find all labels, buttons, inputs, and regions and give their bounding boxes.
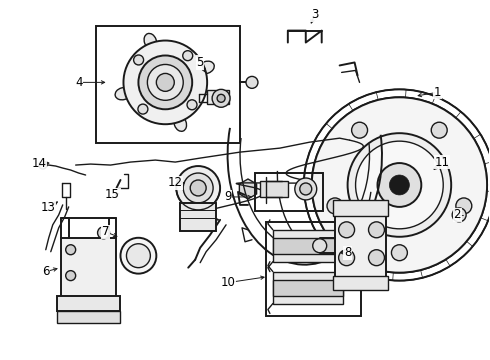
Circle shape [431,122,447,138]
Polygon shape [239,179,257,199]
Bar [57,296,121,311]
Circle shape [126,244,150,268]
Circle shape [392,245,407,261]
Circle shape [212,89,230,107]
Circle shape [66,245,75,255]
Circle shape [368,222,385,238]
Bar [273,272,343,303]
Text: 8: 8 [344,246,351,259]
Circle shape [134,55,144,65]
Ellipse shape [407,148,413,158]
Ellipse shape [386,148,392,158]
Text: 6: 6 [42,265,49,278]
Circle shape [121,238,156,274]
Ellipse shape [428,183,438,188]
Bar [273,280,343,296]
Circle shape [190,180,206,196]
Circle shape [452,208,466,222]
Ellipse shape [361,183,370,188]
Ellipse shape [115,87,131,100]
Ellipse shape [368,162,376,168]
Circle shape [456,198,472,214]
Circle shape [66,271,75,280]
Ellipse shape [174,116,187,131]
Circle shape [123,41,207,124]
Bar [273,230,343,262]
Circle shape [176,166,220,210]
Text: 13: 13 [40,201,55,215]
Circle shape [295,178,317,200]
Circle shape [339,222,355,238]
Circle shape [312,97,487,273]
Circle shape [156,73,174,91]
Bar [335,213,387,278]
Circle shape [327,198,343,214]
Circle shape [183,51,193,60]
Bar [273,238,343,254]
Circle shape [187,100,197,110]
Text: 2: 2 [453,208,461,221]
Text: 7: 7 [102,225,109,238]
Circle shape [138,104,148,114]
Ellipse shape [368,201,376,208]
Bar [180,203,216,231]
Circle shape [347,133,451,237]
Bar [333,276,389,289]
Text: 5: 5 [196,56,204,69]
Circle shape [183,173,213,203]
Bar [333,200,389,216]
Circle shape [368,250,385,266]
Circle shape [217,94,225,102]
Bar [266,222,361,316]
Circle shape [300,183,312,195]
Bar [57,311,121,323]
Circle shape [339,250,355,266]
Circle shape [352,122,368,138]
Text: 4: 4 [75,76,82,89]
Bar [96,26,240,143]
Bar [207,90,229,104]
Circle shape [377,163,421,207]
Bar [61,238,117,298]
Text: 12: 12 [168,176,183,189]
Text: 1: 1 [434,86,441,99]
Text: 9: 9 [224,190,232,203]
Circle shape [390,175,409,195]
Text: 11: 11 [435,156,450,168]
Circle shape [39,161,47,169]
Circle shape [147,64,183,100]
Ellipse shape [422,201,431,208]
Bar [255,173,323,211]
Text: 10: 10 [220,276,236,289]
Ellipse shape [144,33,157,49]
Circle shape [138,55,192,109]
Ellipse shape [407,212,413,222]
Bar [260,181,288,197]
Circle shape [356,141,443,229]
Ellipse shape [386,212,392,222]
Circle shape [98,227,110,239]
Circle shape [246,76,258,88]
Ellipse shape [199,61,214,74]
Text: 3: 3 [311,8,318,21]
Text: 15: 15 [105,188,120,202]
Circle shape [313,239,327,253]
Ellipse shape [422,162,431,168]
Text: 14: 14 [31,157,46,170]
